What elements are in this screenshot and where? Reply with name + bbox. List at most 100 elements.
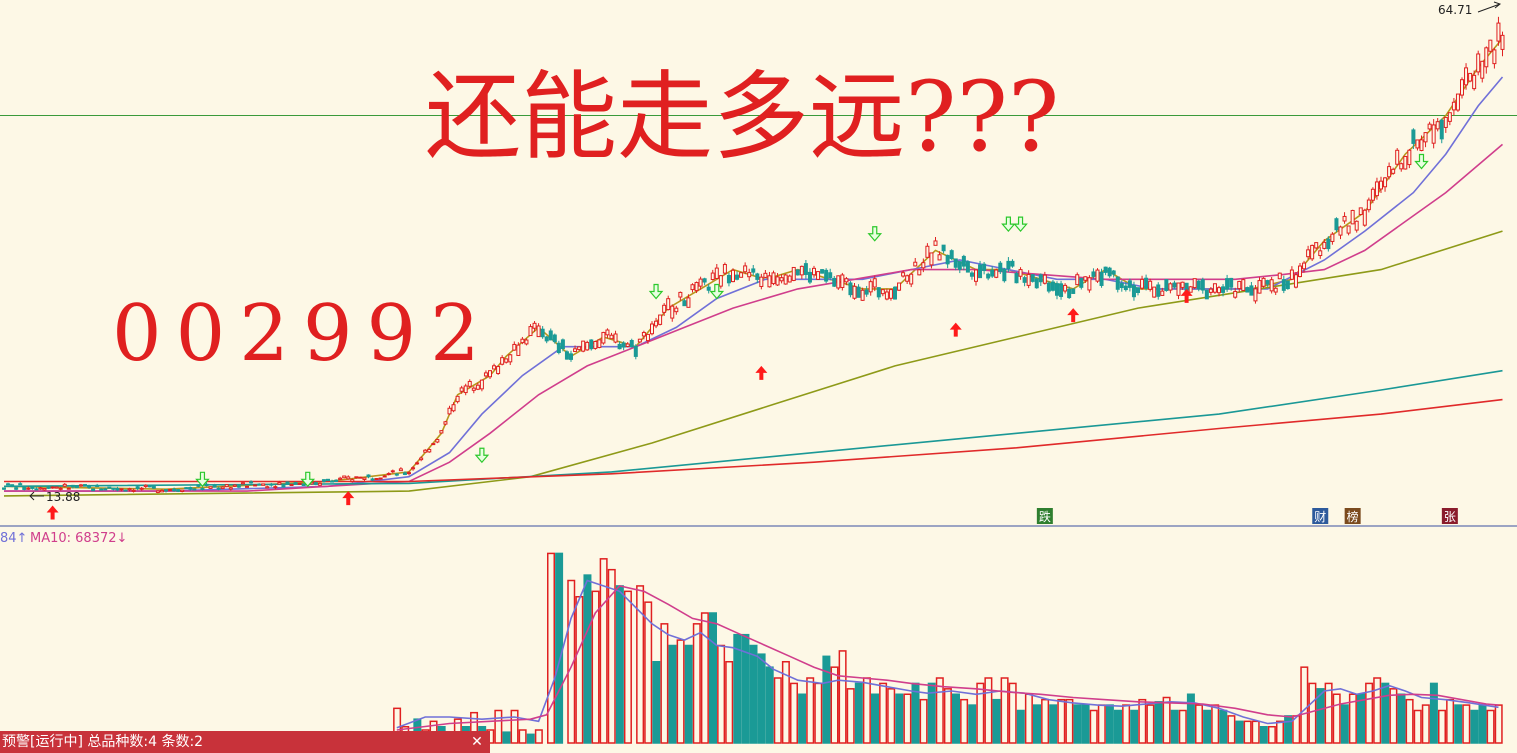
candle-body (597, 339, 602, 348)
candle-body (674, 307, 679, 313)
candle-body (556, 342, 561, 354)
candle-body (6, 483, 11, 486)
candle-body (1253, 288, 1258, 302)
candle-body (722, 264, 727, 274)
candle-body (702, 278, 707, 283)
candle-body (54, 486, 59, 489)
candle-body (961, 255, 966, 267)
candle-body (103, 488, 108, 491)
volume-bar (862, 677, 871, 744)
candle-body (1217, 287, 1221, 294)
candle-body (1103, 266, 1108, 273)
candle-body (771, 272, 776, 285)
volume-bar (1470, 709, 1479, 744)
candle-body (589, 339, 594, 350)
candle-body (1180, 281, 1185, 288)
candle-body (1298, 265, 1302, 278)
sell-signal-arrow-icon (867, 226, 883, 242)
candle-body (168, 488, 173, 491)
volume-bar (1219, 709, 1228, 744)
candle-body (504, 358, 509, 363)
candle-body (1427, 123, 1432, 130)
candle-body (1208, 288, 1213, 293)
candle-body (240, 482, 245, 485)
candle-body (46, 486, 51, 489)
candle-body (265, 486, 270, 489)
candle-body (200, 488, 205, 491)
candle-body (115, 488, 120, 491)
candle-body (196, 484, 201, 487)
candle-body (366, 474, 371, 478)
sell-signal-arrow-icon (1013, 216, 1028, 233)
candle-body (609, 334, 614, 340)
buy-signal-arrow-icon (1180, 288, 1193, 303)
candle-body (131, 489, 136, 492)
event-badge-label: 榜 (1347, 509, 1359, 524)
volume-bar (1478, 704, 1487, 744)
candle-body (880, 289, 885, 295)
candle-body (666, 298, 671, 311)
volume-bar (838, 650, 847, 744)
candle-body (577, 346, 582, 350)
candle-body (1010, 260, 1015, 267)
candle-body (1476, 53, 1481, 73)
volume-bar (1276, 720, 1284, 744)
candle-body (374, 478, 379, 481)
volume-bar (575, 596, 584, 744)
candle-body (435, 439, 440, 443)
candle-body (273, 486, 278, 489)
volume-bar (1235, 720, 1244, 744)
volume-bar (1000, 677, 1009, 744)
candle-body (820, 269, 825, 274)
candle-body (70, 484, 75, 488)
candle-body (621, 342, 626, 348)
volume-bar (1462, 704, 1471, 744)
volume-bar (684, 644, 693, 744)
candle-body (1018, 269, 1023, 277)
close-icon[interactable]: ✕ (471, 734, 483, 750)
candle-body (1131, 285, 1136, 298)
volume-bar (1300, 666, 1309, 744)
volume-bar (547, 552, 555, 744)
volume-bar (1454, 704, 1463, 744)
candle-body (965, 261, 970, 273)
candle-body (479, 379, 484, 390)
candle-body (155, 490, 160, 493)
candle-body (459, 387, 464, 392)
volume-bar (1073, 704, 1082, 744)
volume-bar (1251, 720, 1260, 744)
candle-body (1087, 277, 1092, 291)
candle-body (1403, 155, 1408, 170)
buy-signal-arrow-icon (342, 491, 355, 506)
candle-body (216, 487, 221, 490)
candle-body (751, 268, 756, 273)
candle-body (1374, 181, 1379, 197)
candle-body (204, 483, 209, 487)
candle-body (917, 269, 922, 276)
candle-body (30, 486, 35, 489)
volume-bar (733, 633, 742, 744)
candle-body (1196, 280, 1201, 290)
candle-body (1411, 129, 1416, 144)
candle-body (236, 485, 241, 488)
candle-body (151, 486, 156, 489)
buy-signal-arrow-icon (46, 505, 59, 520)
price-panel: 跌财榜张 (0, 1, 1517, 524)
volume-bar (1033, 704, 1041, 744)
volume-bar (709, 612, 717, 744)
candle-body (1055, 283, 1059, 296)
alert-status-text: 预警[运行中] 总品种数:4 条数:2 (2, 734, 204, 750)
candle-body (1366, 199, 1371, 211)
candle-body (548, 330, 553, 341)
volume-bar (992, 698, 1001, 744)
candle-body (38, 487, 43, 490)
candle-body (261, 483, 266, 486)
candle-body (1241, 279, 1246, 291)
candle-body (1107, 267, 1112, 277)
candle-body (512, 343, 517, 351)
candle-body (601, 331, 606, 344)
candle-body (1176, 282, 1181, 296)
volume-bar (741, 633, 750, 744)
volume-bar (502, 731, 511, 744)
candle-body (540, 328, 545, 338)
